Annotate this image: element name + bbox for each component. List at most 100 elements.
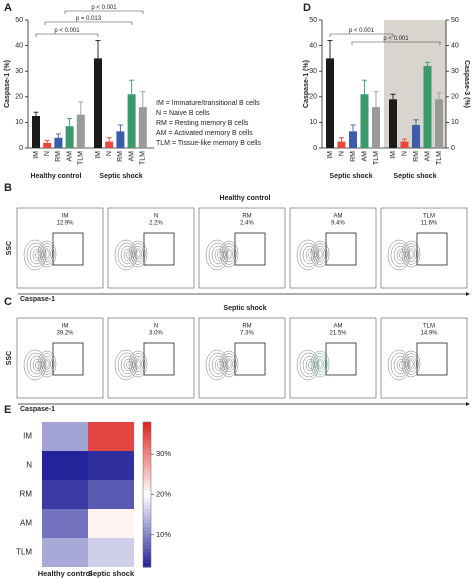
- colorbar-segment: [143, 541, 151, 546]
- contour: [226, 360, 232, 368]
- colorbar-segment: [143, 494, 151, 499]
- gate-name: RM: [242, 214, 251, 220]
- colorbar-segment: [143, 556, 151, 561]
- contour: [408, 360, 414, 368]
- gate-percent: 7.3%: [240, 331, 254, 337]
- column-label: Septic shock: [88, 569, 135, 578]
- group-label: Healthy control: [31, 173, 82, 180]
- contour: [407, 358, 415, 370]
- error-bar: [327, 40, 333, 59]
- contour: [205, 239, 229, 271]
- x-tick-label: N: [106, 151, 113, 156]
- x-tick-label: TLM: [436, 151, 443, 165]
- arrow-head: [466, 402, 470, 406]
- gate: [325, 232, 357, 266]
- contour: [396, 358, 407, 372]
- contour: [134, 248, 142, 260]
- contour: [39, 353, 55, 375]
- x-tick-label: RM: [350, 151, 357, 162]
- contour: [120, 245, 135, 265]
- gate: [52, 342, 84, 376]
- bracket: [351, 41, 441, 45]
- x-tick-label: TLM: [373, 151, 380, 165]
- gate: [416, 232, 448, 266]
- gate-percent: 14.9%: [420, 331, 438, 337]
- x-tick-label: AM: [424, 151, 431, 162]
- y-tick-label: 10: [15, 119, 23, 126]
- error-bar: [413, 119, 419, 125]
- bar: [32, 116, 40, 148]
- y2-tick-label: 20: [451, 94, 459, 101]
- contour: [393, 245, 408, 265]
- group-label: Septic shock: [329, 173, 372, 180]
- contour: [37, 240, 57, 268]
- contour: [408, 250, 414, 258]
- colorbar-segment: [143, 512, 151, 517]
- gate: [52, 232, 84, 266]
- colorbar-segment: [143, 469, 151, 474]
- y2-axis-label: Caspase-3 (%): [463, 60, 470, 108]
- flow-plot-frame: [16, 207, 104, 289]
- gate-name: N: [154, 214, 158, 220]
- colorbar-segment: [143, 443, 151, 448]
- bar: [349, 131, 357, 148]
- x-tick-label: IM: [33, 151, 40, 159]
- contour: [225, 358, 233, 370]
- colorbar-segment: [143, 527, 151, 532]
- gate-percent: 39.2%: [56, 331, 74, 337]
- colorbar-segment: [143, 505, 151, 510]
- bar: [389, 99, 397, 148]
- gate-name: AM: [334, 324, 343, 330]
- error-bar: [95, 40, 101, 59]
- contour: [134, 358, 142, 370]
- contour: [316, 248, 324, 260]
- contour: [399, 361, 406, 369]
- contour: [214, 248, 225, 262]
- x-tick-label: N: [401, 151, 408, 156]
- gate-name: IM: [62, 324, 69, 330]
- colorbar-segment: [143, 523, 151, 528]
- contour: [130, 243, 146, 265]
- contour: [29, 245, 44, 265]
- error-bar: [436, 92, 442, 100]
- contour: [123, 248, 134, 262]
- error-bar: [33, 111, 39, 116]
- flow-plot-frame: [380, 207, 468, 289]
- contour: [399, 251, 406, 259]
- bracket: [35, 33, 99, 37]
- flow-plot-frame: [198, 207, 286, 289]
- colorbar-segment: [143, 563, 151, 568]
- bar: [138, 107, 147, 148]
- colorbar-segment: [143, 465, 151, 470]
- group-label: Septic shock: [99, 173, 142, 180]
- flow-ylabel: SSC: [6, 351, 13, 365]
- contour: [302, 355, 317, 375]
- x-tick-label: RM: [55, 151, 62, 162]
- error-bar: [339, 137, 344, 142]
- flow-xlabel: Caspase-1: [20, 296, 55, 303]
- error-bar: [362, 79, 367, 95]
- colorbar-segment: [143, 422, 151, 427]
- colorbar-segment: [143, 447, 151, 452]
- error-bar: [78, 101, 84, 115]
- y-axis-label: Caspase-1 (%): [4, 60, 11, 108]
- annotation: p < 0.001: [383, 36, 409, 42]
- heatmap-cell: [42, 451, 88, 480]
- error-bar: [140, 91, 146, 108]
- legend-text: TLM = Tissue-like memory B cells: [156, 140, 261, 147]
- contour: [205, 349, 229, 381]
- gate-percent: 12.9%: [56, 221, 74, 227]
- contour: [403, 243, 419, 265]
- contour: [128, 350, 148, 378]
- contour: [401, 350, 421, 378]
- contour: [312, 243, 328, 265]
- contour: [407, 248, 415, 260]
- contour: [393, 355, 408, 375]
- panel-letter: B: [4, 182, 12, 194]
- flow-title: Septic shock: [223, 305, 266, 312]
- heatmap-cell: [88, 538, 134, 567]
- gate-percent: 2.2%: [149, 221, 163, 227]
- error-bar: [67, 118, 73, 127]
- bracket: [64, 10, 144, 14]
